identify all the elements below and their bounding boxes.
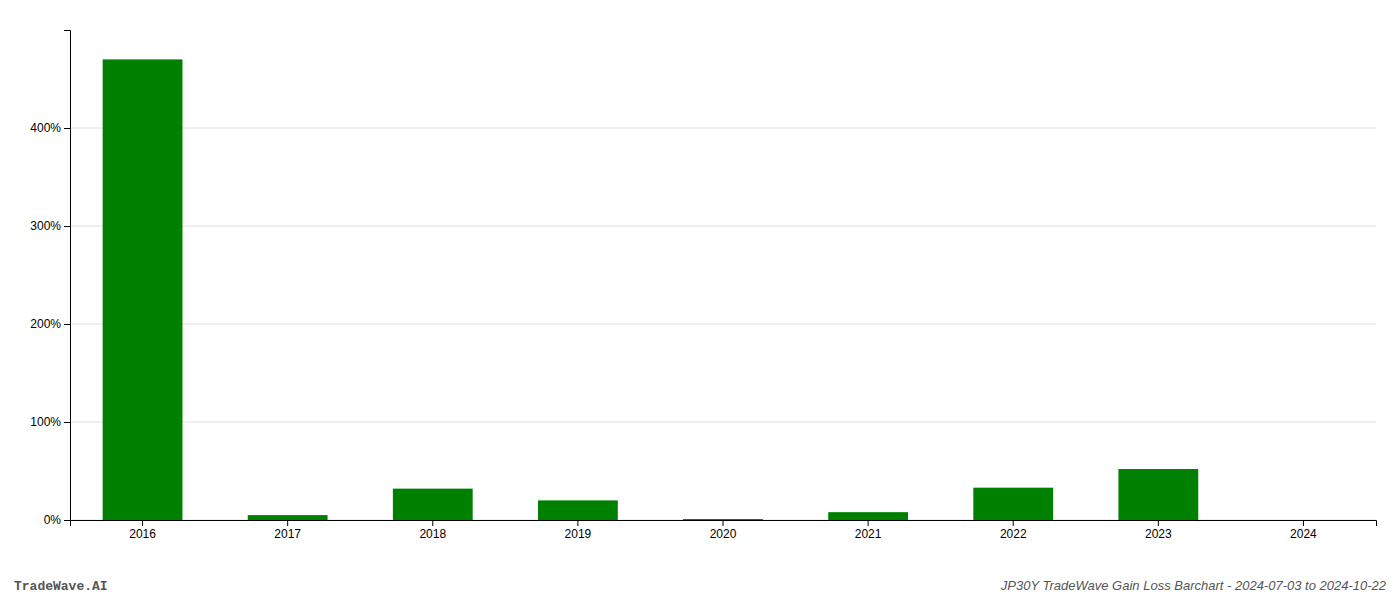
bar xyxy=(393,489,473,520)
x-tick: 2020 xyxy=(710,520,737,541)
bar xyxy=(683,519,763,520)
y-tick-mark xyxy=(64,422,70,423)
x-tick-mark xyxy=(1158,520,1159,526)
grid xyxy=(70,128,1376,520)
x-tick: 2023 xyxy=(1145,520,1172,541)
y-tick: 100% xyxy=(30,415,70,429)
chart: 0%100%200%300%400%2016201720182019202020… xyxy=(0,0,1400,600)
x-tick-label: 2017 xyxy=(274,527,301,541)
y-axis: 0% 100% 200% 300% 400% xyxy=(30,31,70,528)
x-tick-mark xyxy=(287,520,288,526)
y-tick: 300% xyxy=(30,219,70,233)
y-tick-label: 300% xyxy=(30,219,61,233)
x-tick-mark xyxy=(1303,520,1304,526)
x-tick-label: 2018 xyxy=(419,527,446,541)
bar xyxy=(973,488,1053,520)
y-tick-label: 100% xyxy=(30,415,61,429)
y-tick-mark xyxy=(64,324,70,325)
grid-line xyxy=(70,422,1376,423)
grid-line xyxy=(70,324,1376,325)
bar xyxy=(538,500,618,520)
x-axis-line xyxy=(71,521,1377,527)
x-tick-label: 2016 xyxy=(129,527,156,541)
x-tick-mark xyxy=(577,520,578,526)
bar xyxy=(1264,520,1344,521)
x-tick: 2022 xyxy=(1000,520,1027,541)
y-tick-label: 400% xyxy=(30,121,61,135)
x-tick: 2021 xyxy=(855,520,882,541)
y-tick: 0% xyxy=(44,513,70,527)
plot: 0%100%200%300%400%2016201720182019202020… xyxy=(30,31,1376,541)
x-tick: 2018 xyxy=(419,520,446,541)
grid-line xyxy=(70,226,1376,227)
x-tick-label: 2023 xyxy=(1145,527,1172,541)
footer-right: JP30Y TradeWave Gain Loss Barchart - 202… xyxy=(1000,578,1387,593)
x-tick-label: 2020 xyxy=(710,527,737,541)
x-tick-mark xyxy=(432,520,433,526)
bars xyxy=(103,59,1199,520)
bar xyxy=(828,512,908,520)
x-tick-label: 2024 xyxy=(1290,527,1317,541)
x-tick-mark xyxy=(723,520,724,526)
y-tick-mark xyxy=(64,520,70,521)
x-tick: 2016 xyxy=(129,520,156,541)
x-tick: 2019 xyxy=(565,520,592,541)
x-axis: 2016 2017 2018 2019 2020 2021 2022 2023 2024 xyxy=(71,520,1377,541)
y-tick: 200% xyxy=(30,317,70,331)
footer-left: TradeWave.AI xyxy=(14,579,108,594)
x-tick: 2017 xyxy=(274,520,301,541)
bar xyxy=(248,515,328,520)
x-tick-mark xyxy=(1013,520,1014,526)
y-tick-label: 0% xyxy=(44,513,62,527)
x-tick-label: 2022 xyxy=(1000,527,1027,541)
bar xyxy=(103,59,183,520)
y-axis-line xyxy=(64,31,71,521)
grid-line xyxy=(70,128,1376,129)
y-tick-label: 200% xyxy=(30,317,61,331)
y-tick-mark xyxy=(64,226,70,227)
x-tick-mark xyxy=(142,520,143,526)
bar xyxy=(1118,469,1198,520)
x-tick-mark xyxy=(868,520,869,526)
y-tick-mark xyxy=(64,128,70,129)
x-tick: 2024 xyxy=(1290,520,1317,541)
x-tick-label: 2019 xyxy=(565,527,592,541)
x-tick-label: 2021 xyxy=(855,527,882,541)
y-tick: 400% xyxy=(30,121,70,135)
